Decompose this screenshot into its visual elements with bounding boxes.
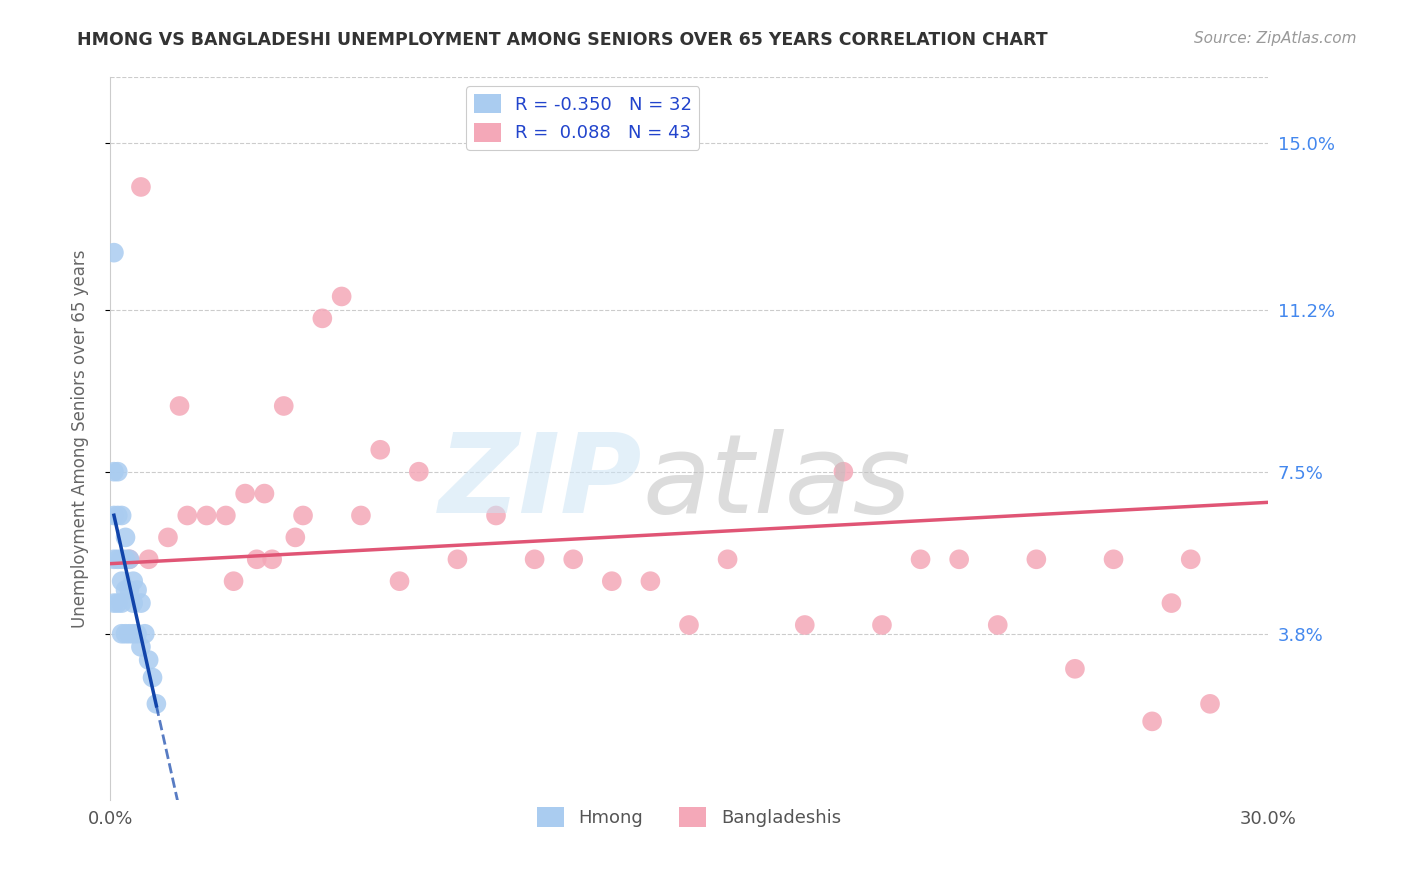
Point: [141, 671, 163, 685]
Point: [233, 486, 256, 500]
Point: [246, 552, 269, 566]
Point: [111, 626, 134, 640]
Point: [368, 442, 391, 457]
Point: [832, 465, 855, 479]
Point: [138, 552, 160, 566]
Point: [129, 596, 152, 610]
Text: ZIP: ZIP: [439, 429, 643, 536]
Point: [408, 465, 430, 479]
Point: [127, 626, 149, 640]
Point: [118, 552, 141, 566]
Point: [103, 596, 125, 610]
Point: [134, 626, 156, 640]
Point: [388, 574, 411, 589]
Point: [350, 508, 373, 523]
Point: [107, 508, 129, 523]
Point: [1180, 552, 1202, 566]
Point: [145, 697, 167, 711]
Point: [562, 552, 585, 566]
Point: [1102, 552, 1125, 566]
Point: [107, 552, 129, 566]
Point: [103, 245, 125, 260]
Point: [129, 640, 152, 654]
Legend: Hmong, Bangladeshis: Hmong, Bangladeshis: [530, 800, 848, 835]
Point: [870, 618, 893, 632]
Point: [118, 552, 141, 566]
Point: [523, 552, 546, 566]
Point: [103, 552, 125, 566]
Point: [987, 618, 1010, 632]
Point: [114, 626, 136, 640]
Point: [111, 552, 134, 566]
Point: [793, 618, 815, 632]
Point: [114, 582, 136, 597]
Point: [273, 399, 295, 413]
Point: [1025, 552, 1047, 566]
Point: [118, 582, 141, 597]
Point: [118, 626, 141, 640]
Point: [195, 508, 218, 523]
Point: [910, 552, 932, 566]
Point: [600, 574, 623, 589]
Point: [103, 465, 125, 479]
Point: [114, 552, 136, 566]
Point: [1140, 714, 1163, 729]
Point: [129, 180, 152, 194]
Point: [948, 552, 970, 566]
Point: [1064, 662, 1087, 676]
Point: [485, 508, 508, 523]
Text: Source: ZipAtlas.com: Source: ZipAtlas.com: [1194, 31, 1357, 46]
Point: [311, 311, 333, 326]
Point: [114, 530, 136, 544]
Point: [1199, 697, 1222, 711]
Point: [127, 582, 149, 597]
Point: [111, 574, 134, 589]
Point: [262, 552, 284, 566]
Point: [176, 508, 198, 523]
Point: [103, 508, 125, 523]
Point: [122, 626, 145, 640]
Point: [446, 552, 468, 566]
Point: [111, 508, 134, 523]
Point: [330, 289, 353, 303]
Point: [292, 508, 315, 523]
Point: [1160, 596, 1182, 610]
Point: [222, 574, 245, 589]
Text: HMONG VS BANGLADESHI UNEMPLOYMENT AMONG SENIORS OVER 65 YEARS CORRELATION CHART: HMONG VS BANGLADESHI UNEMPLOYMENT AMONG …: [77, 31, 1047, 49]
Point: [107, 465, 129, 479]
Y-axis label: Unemployment Among Seniors over 65 years: Unemployment Among Seniors over 65 years: [72, 250, 89, 628]
Point: [138, 653, 160, 667]
Point: [678, 618, 700, 632]
Point: [111, 596, 134, 610]
Point: [640, 574, 662, 589]
Point: [169, 399, 191, 413]
Point: [156, 530, 179, 544]
Point: [284, 530, 307, 544]
Point: [253, 486, 276, 500]
Point: [107, 596, 129, 610]
Point: [716, 552, 738, 566]
Point: [215, 508, 238, 523]
Point: [122, 574, 145, 589]
Point: [122, 596, 145, 610]
Text: atlas: atlas: [643, 429, 911, 536]
